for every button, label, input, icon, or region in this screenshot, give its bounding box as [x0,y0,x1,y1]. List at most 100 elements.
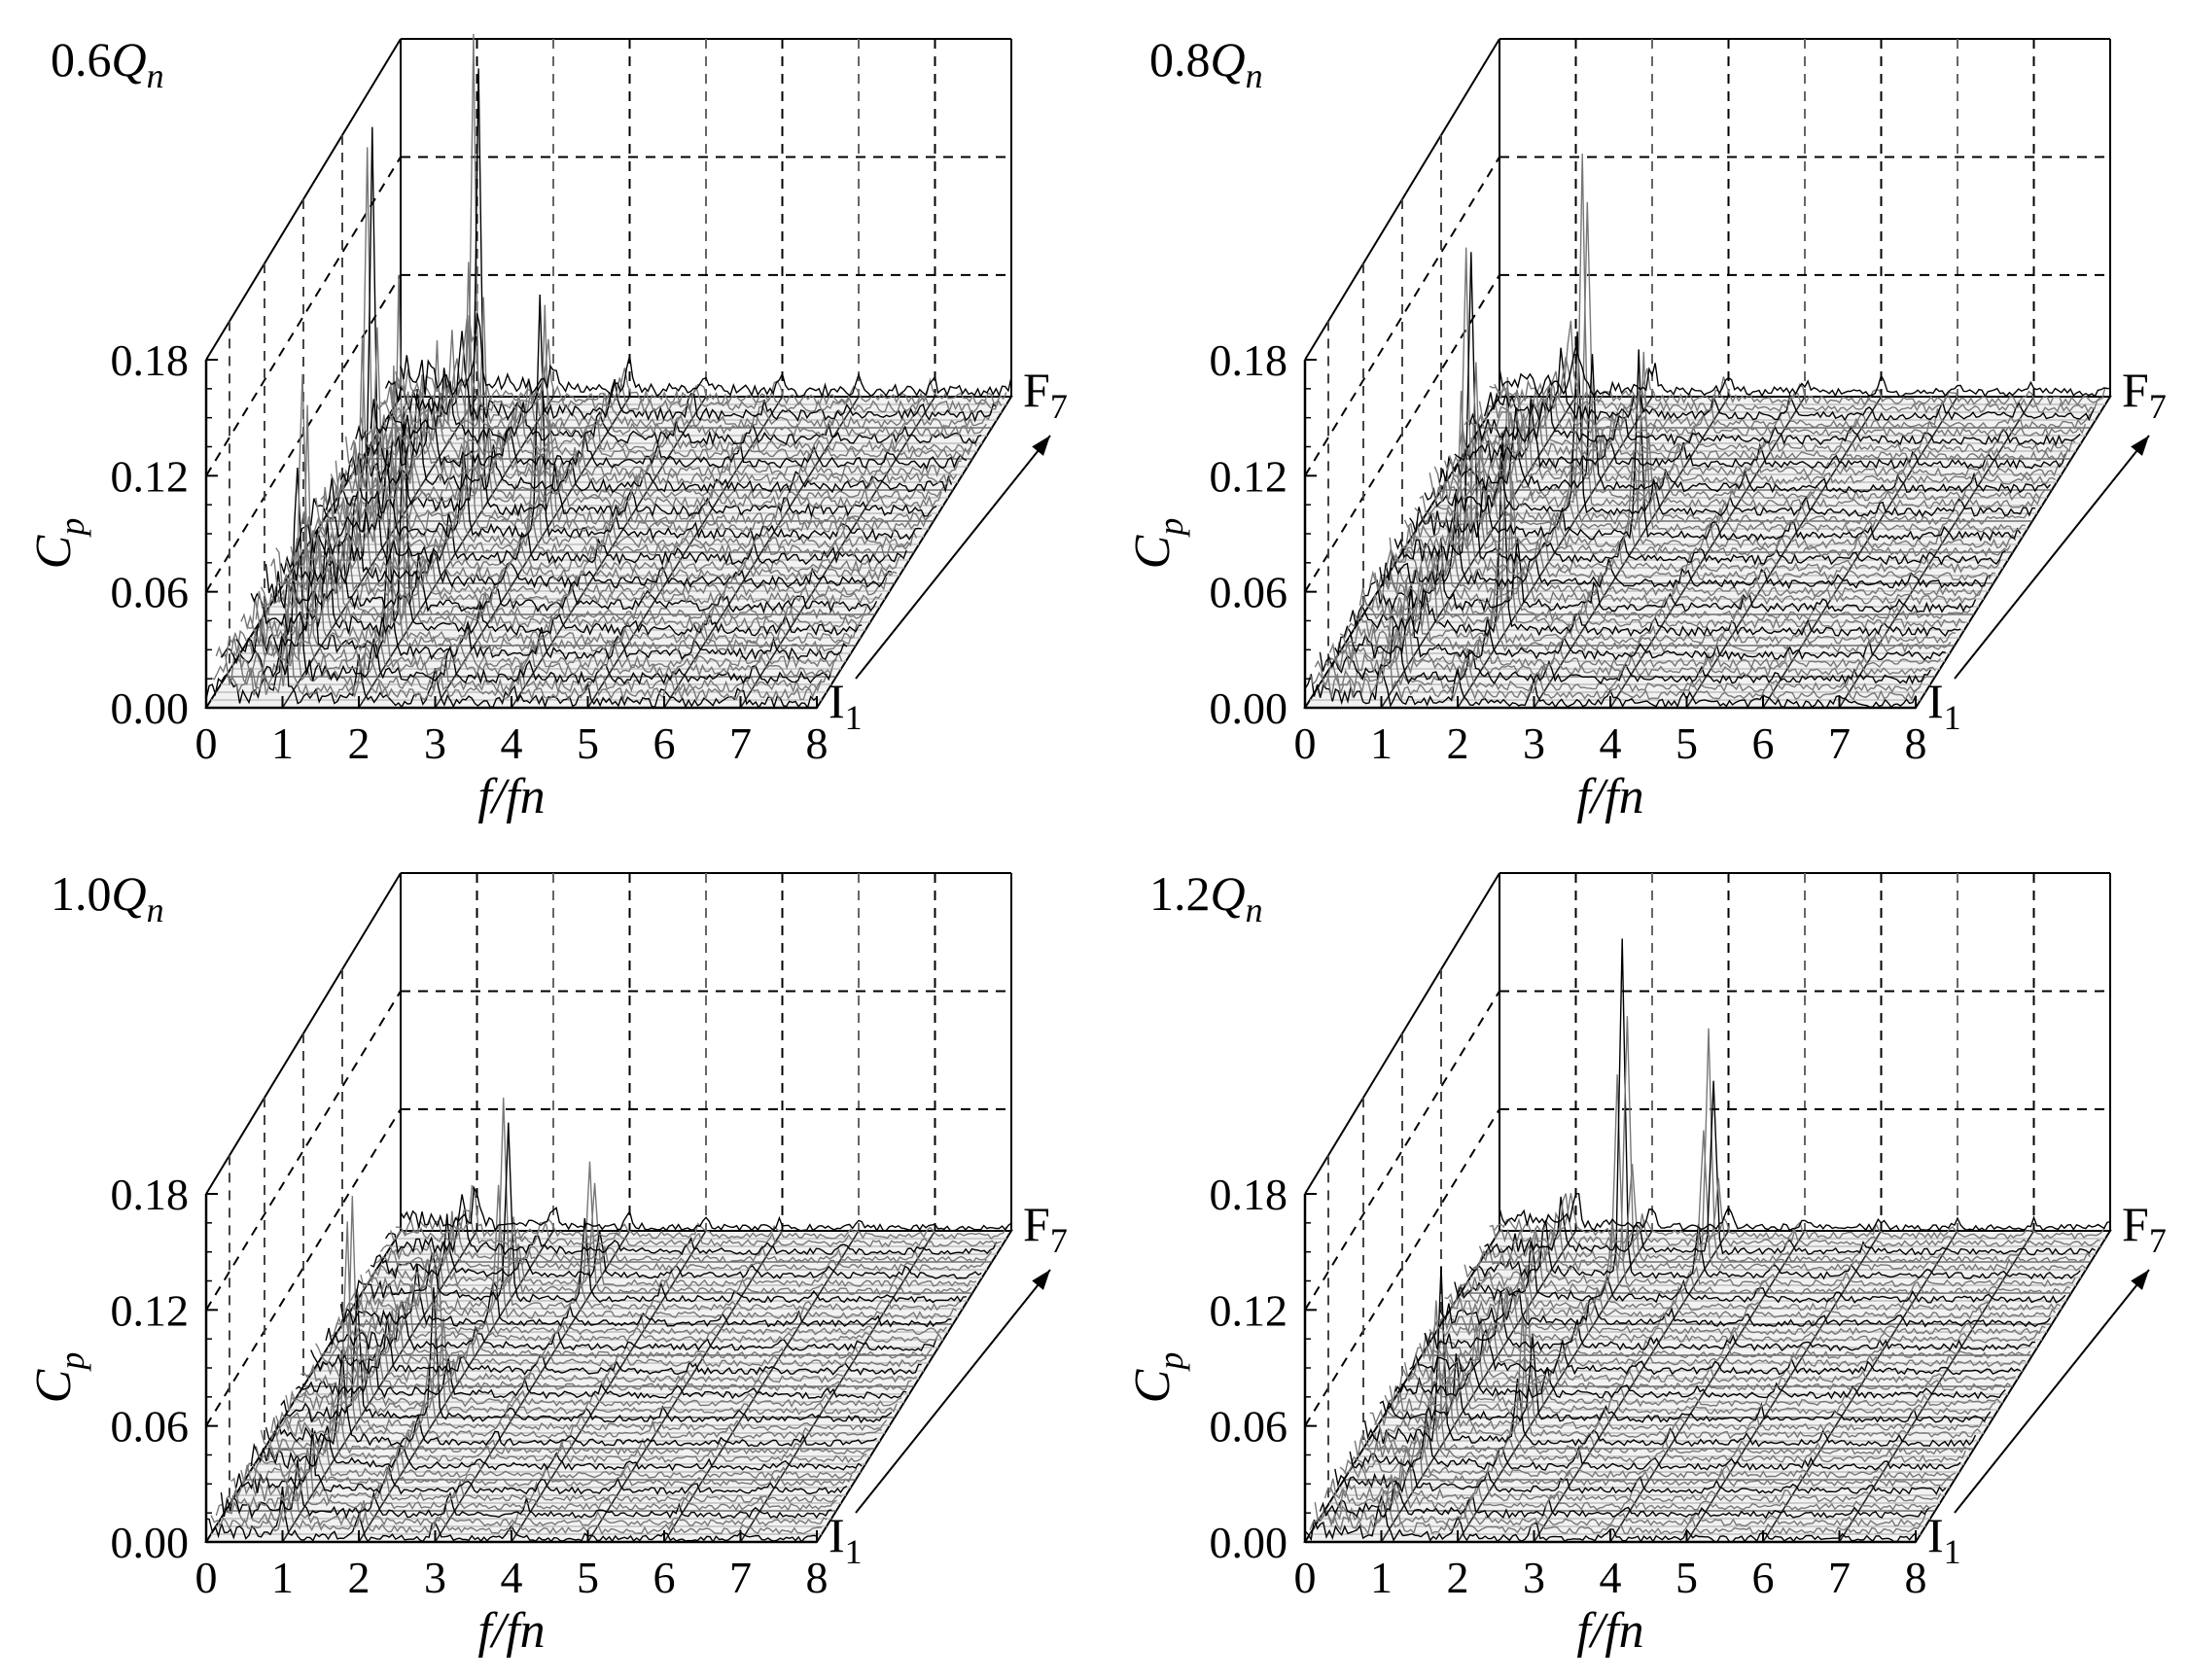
start-point-index: 1 [1944,698,1961,737]
spectrum-series [215,1484,828,1527]
spectrum-series [1429,1290,2041,1345]
floor-grid-line [1685,396,1883,709]
x-tick-label: 0 [195,1553,218,1602]
x-tick-label: 5 [1676,718,1698,768]
flow-condition-subscript: n [1246,891,1263,929]
x-tick-label: 1 [1370,718,1393,768]
spectrum-series [275,520,888,598]
side-grid-line [1304,1108,1500,1427]
y-tick-label: 0.12 [1210,451,1288,501]
spectrum-series [205,629,818,710]
spectrum-series [255,1398,867,1464]
y-axis-label: Cp [26,518,91,570]
x-tick-label: 8 [806,1553,829,1602]
spectrum-series [1464,1074,2076,1288]
start-point-letter: I [829,674,845,728]
spectrum-series [335,1283,947,1336]
x-tick-label: 2 [1447,718,1469,768]
spectrum-series [1409,1327,2022,1376]
spectrum-series [1474,1016,2086,1273]
spectrum-series [1468,938,2081,1280]
spectrum-series [1449,1265,2062,1312]
y-axis-subscript: p [1151,518,1190,539]
y-axis-symbol: C [1125,1368,1181,1403]
spectrum-series [1349,1415,1961,1472]
floor-grid-line [1762,396,1958,709]
y-tick-label: 0.06 [111,1402,190,1452]
y-tick-label: 0.00 [1210,683,1288,733]
spectrum-series [385,1194,998,1256]
x-tick-label: 2 [348,718,370,768]
floor-grid-line [739,396,936,709]
x-tick-label: 6 [1752,718,1775,768]
floor-grid-line [1685,1230,1883,1543]
spectrum-series [1339,602,1952,654]
spectrum-series [225,1470,837,1512]
y-tick-label: 0.18 [1210,1170,1288,1219]
start-point-letter: I [1927,1508,1944,1562]
floor-grid-line [586,1230,784,1543]
spectrum-series [1374,1297,1987,1432]
spectrum-series [1354,1390,1966,1463]
start-point-index: 1 [845,1532,863,1571]
spectrum-series [1464,397,2076,454]
spectrum-series [1419,433,2031,526]
y-tick-label: 0.00 [111,1518,190,1567]
spectrum-series [280,493,893,589]
spectrum-series [229,404,843,671]
spectrum-series [230,1448,842,1504]
x-tick-label: 2 [1447,1553,1469,1602]
x-tick-label: 4 [1600,718,1622,768]
x-axis-label: f/fn [1576,1603,1643,1659]
start-point-letter: I [829,1508,845,1562]
y-tick-label: 0.00 [111,683,190,733]
spectrum-series [1364,538,1977,613]
spectrum-series [265,1349,877,1448]
x-tick-label: 7 [729,718,752,768]
x-axis-label: f/fn [1576,769,1643,824]
spectrum-series [1483,347,2097,423]
y-tick-label: 0.12 [111,1285,190,1335]
y-axis-subscript: p [53,518,91,539]
spectrum-series [205,1487,818,1544]
spectrum-series [245,1435,858,1480]
x-tick-label: 3 [1523,1553,1545,1602]
spectrum-series [1403,1318,2016,1383]
start-point-letter: I [1927,674,1944,728]
spectrum-series [1334,581,1946,661]
spectrum-series [235,1427,848,1495]
end-point-letter: F [1023,1197,1050,1251]
end-point-index: 7 [1050,387,1068,426]
start-point-index: 1 [845,698,863,737]
floor-grid-line [663,1230,860,1543]
start-point-label: I1 [829,674,863,737]
spectrum-series [339,1264,952,1328]
spectrum-series [1433,1285,2046,1336]
y-tick-label: 0.12 [111,451,190,501]
spectrum-series [400,312,1012,399]
x-tick-label: 6 [1752,1553,1775,1602]
y-axis-symbol: C [26,1368,82,1403]
x-tick-label: 8 [806,718,829,768]
spectrum-series [1414,351,2026,534]
spectrum-series [240,365,853,654]
spectrum-series [355,395,968,471]
spectrum-series [265,540,878,614]
spectrum-series [384,331,998,423]
spectrum-series [210,608,823,702]
x-tick-label: 6 [653,1553,676,1602]
y-axis-label: Cp [1125,1352,1190,1404]
flow-condition-value: 0.8 [1149,32,1211,87]
y-axis-subscript: p [53,1352,91,1373]
start-point-label: I1 [829,1508,863,1571]
x-tick-label: 1 [1370,1553,1393,1602]
y-tick-label: 0.00 [1210,1518,1288,1567]
spectrum-series [315,1310,928,1368]
spectrum-series [1403,440,2017,549]
spectrum-series [1414,1320,2026,1368]
x-tick-label: 8 [1905,718,1927,768]
y-axis-label: Cp [1125,518,1190,570]
floor-grid-line [1838,396,2035,709]
